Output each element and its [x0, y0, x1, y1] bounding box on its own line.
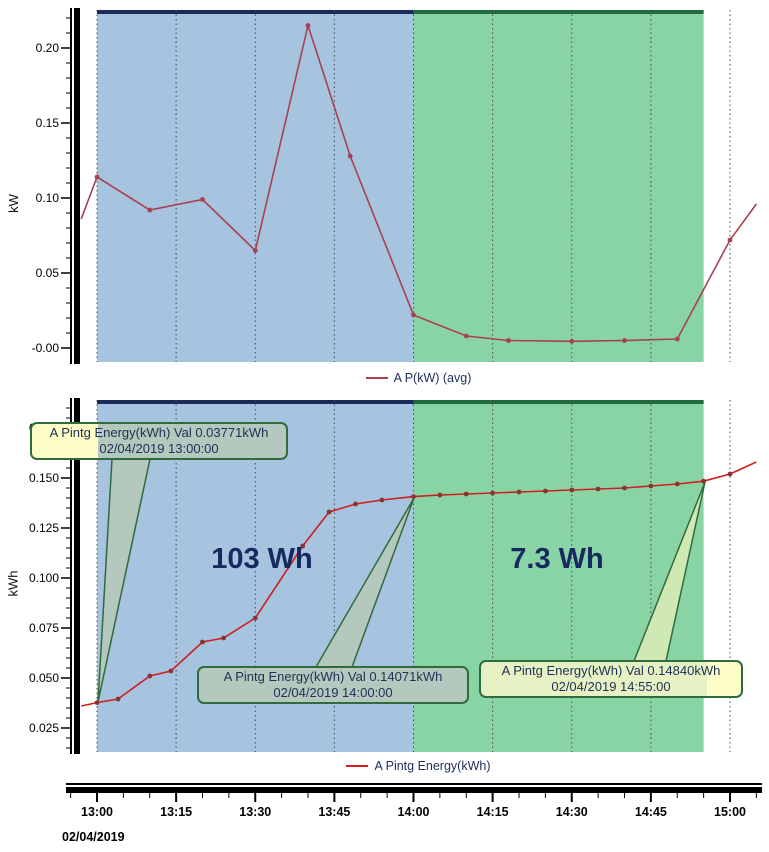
- data-point-marker[interactable]: [595, 486, 601, 492]
- data-point-marker[interactable]: [727, 471, 733, 477]
- x-axis-date-label: 02/04/2019: [62, 830, 125, 844]
- x-tick-label: 13:15: [160, 805, 192, 819]
- y-tick-label: 0.05: [36, 266, 60, 280]
- data-point-marker[interactable]: [411, 494, 416, 499]
- green-selection-highlight: [413, 10, 704, 362]
- data-point-marker[interactable]: [463, 333, 469, 339]
- top-chart-legend: A P(kW) (avg): [80, 371, 757, 385]
- data-point-marker[interactable]: [490, 490, 495, 496]
- data-point-marker[interactable]: [252, 615, 258, 621]
- x-axis-inner-line: [66, 783, 762, 785]
- data-point-marker[interactable]: [147, 207, 153, 213]
- data-point-marker[interactable]: [727, 237, 733, 243]
- data-point-marker[interactable]: [437, 492, 443, 498]
- x-tick-label: 13:45: [318, 805, 350, 819]
- cursor-callout-14-00[interactable]: A Pintg Energy(kWh) Val 0.14071kWh 02/04…: [197, 666, 469, 704]
- interval-energy-annotation-green: 7.3 Wh: [510, 543, 604, 575]
- energy-line-swatch: [346, 764, 369, 767]
- data-point-marker[interactable]: [115, 696, 121, 702]
- y-tick-label: 0.100: [29, 571, 59, 585]
- data-point-marker[interactable]: [543, 488, 548, 494]
- data-point-marker[interactable]: [305, 23, 311, 28]
- data-point-marker[interactable]: [516, 489, 522, 495]
- data-point-marker[interactable]: [147, 673, 153, 679]
- callout-time-text: 02/04/2019 14:00:00: [273, 685, 393, 700]
- data-point-marker[interactable]: [569, 338, 575, 344]
- green-selection-top-border: [413, 10, 704, 14]
- top-chart-legend-label: A P(kW) (avg): [393, 371, 472, 385]
- data-point-marker[interactable]: [379, 497, 385, 503]
- interval-energy-annotation-blue: 103 Wh: [211, 543, 313, 575]
- y-axis-bar: [74, 398, 80, 754]
- y-tick-label: 0.125: [29, 521, 59, 535]
- data-point-marker[interactable]: [168, 668, 174, 674]
- data-point-marker[interactable]: [200, 639, 205, 645]
- y-tick-label: -0.00: [32, 341, 60, 355]
- y-axis-inner-line: [70, 398, 72, 754]
- x-axis-bar: [66, 787, 762, 793]
- y-tick-label: 0.150: [29, 471, 59, 485]
- callout-value-text: A Pintg Energy(kWh) Val 0.03771kWh: [49, 425, 269, 440]
- cursor-callout-13-00[interactable]: A Pintg Energy(kWh) Val 0.03771kWh 02/04…: [30, 422, 288, 460]
- data-point-marker[interactable]: [411, 312, 416, 318]
- y-axis-bar: [74, 8, 80, 364]
- x-tick-label: 14:45: [635, 805, 667, 819]
- bottom-chart-legend-label: A Pintg Energy(kWh): [374, 759, 491, 773]
- green-selection-top-border: [413, 400, 704, 404]
- x-tick-label: 15:00: [714, 805, 746, 819]
- callout-time-text: 02/04/2019 14:55:00: [551, 679, 671, 694]
- cursor-callout-14-55[interactable]: A Pintg Energy(kWh) Val 0.14840kWh 02/04…: [479, 660, 743, 698]
- data-point-marker[interactable]: [622, 485, 627, 491]
- y-tick-label: 0.10: [36, 191, 60, 205]
- data-point-marker[interactable]: [648, 483, 654, 489]
- blue-selection-top-border: [97, 400, 414, 404]
- x-tick-label: 14:15: [477, 805, 509, 819]
- bottom-chart-y-axis-title: kWh: [5, 570, 21, 597]
- y-tick-label: 0.050: [29, 671, 59, 685]
- data-point-marker[interactable]: [674, 481, 680, 487]
- x-tick-label: 14:00: [398, 805, 430, 819]
- data-point-marker[interactable]: [701, 478, 706, 484]
- y-tick-label: 0.20: [36, 41, 60, 55]
- x-tick-label: 13:30: [239, 805, 271, 819]
- x-tick-label: 13:00: [81, 805, 113, 819]
- bottom-chart-legend: A Pintg Energy(kWh): [80, 759, 757, 773]
- data-point-marker[interactable]: [326, 509, 332, 515]
- data-point-marker[interactable]: [506, 338, 511, 343]
- y-tick-label: 0.025: [29, 721, 59, 735]
- x-tick-label: 14:30: [556, 805, 588, 819]
- data-point-marker[interactable]: [94, 174, 100, 180]
- y-axis-inner-line: [70, 8, 72, 364]
- data-point-marker[interactable]: [463, 491, 469, 497]
- y-tick-label: 0.075: [29, 621, 59, 635]
- data-point-marker[interactable]: [674, 336, 680, 342]
- callout-time-text: 02/04/2019 13:00:00: [99, 441, 219, 456]
- callout-value-text: A Pintg Energy(kWh) Val 0.14071kWh: [223, 669, 443, 684]
- data-point-marker[interactable]: [94, 700, 100, 705]
- data-point-marker[interactable]: [221, 635, 227, 641]
- data-point-marker[interactable]: [252, 248, 258, 253]
- data-point-marker[interactable]: [347, 153, 353, 159]
- callout-value-text: A Pintg Energy(kWh) Val 0.14840kWh: [501, 663, 721, 678]
- trend-line: [81, 461, 757, 707]
- blue-selection-top-border: [97, 10, 414, 14]
- data-point-marker[interactable]: [200, 197, 205, 202]
- data-point-marker[interactable]: [569, 487, 575, 493]
- data-point-marker[interactable]: [622, 338, 627, 343]
- power-line-swatch: [365, 376, 388, 379]
- top-chart-y-axis-title: kW: [5, 194, 21, 213]
- data-point-marker[interactable]: [300, 543, 306, 549]
- data-point-marker[interactable]: [353, 501, 358, 507]
- y-tick-label: 0.15: [36, 116, 60, 130]
